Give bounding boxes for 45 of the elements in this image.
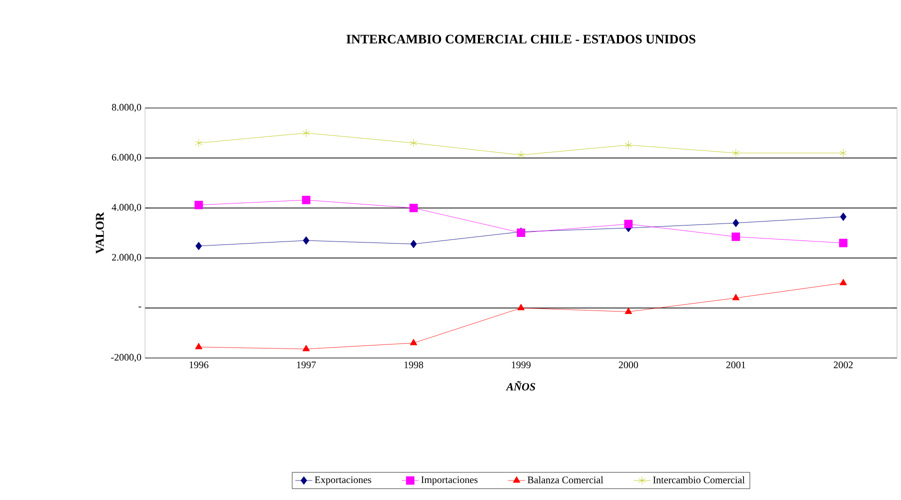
x-tick-label: 2001 [726,362,746,368]
point [840,148,847,158]
point [732,148,740,158]
point [840,212,846,221]
point [624,220,633,228]
y-tick-label: - [138,306,142,308]
legend-label: Importaciones [421,476,478,486]
point [624,308,632,314]
y-tick-label: 6.000,0 [112,154,142,162]
point [732,218,740,228]
x-tick-label: 2002 [834,362,853,368]
point [302,128,310,138]
point [517,150,525,160]
point [195,342,202,350]
legend-label: Balanza Comercial [528,476,604,484]
legend-label: Exportaciones [314,476,372,486]
y-tick-label: 2.000,0 [112,254,142,262]
y-axis-title: VALOR [96,212,104,254]
x-tick-label: 1997 [297,362,316,368]
x-tick-label: 1998 [404,362,424,368]
y-tick-label: 4.000,0 [112,204,142,212]
point [409,204,418,212]
point [196,242,202,250]
point [302,236,310,245]
point [732,232,740,241]
y-tick-label: -2000,0 [111,354,142,362]
point [410,138,418,148]
x-axis-title: AÑOS [506,381,536,390]
chart-title: INTERCAMBIO COMERCIAL CHILE - ESTADOS UNIDOS [346,34,696,44]
point [839,238,848,248]
point [624,140,632,150]
point [517,304,525,310]
point [732,294,740,300]
point [194,200,203,210]
point [410,338,418,346]
point [302,196,310,204]
legend-label: Intercambio Comercial [653,476,745,484]
x-tick-label: 2000 [618,362,638,368]
x-tick-label: 1996 [190,362,208,368]
y-tick-label: 8.000,0 [112,104,142,112]
x-tick-label: 1999 [512,362,531,368]
point [410,240,417,248]
point [302,344,310,352]
point [840,278,847,286]
point [195,138,202,148]
